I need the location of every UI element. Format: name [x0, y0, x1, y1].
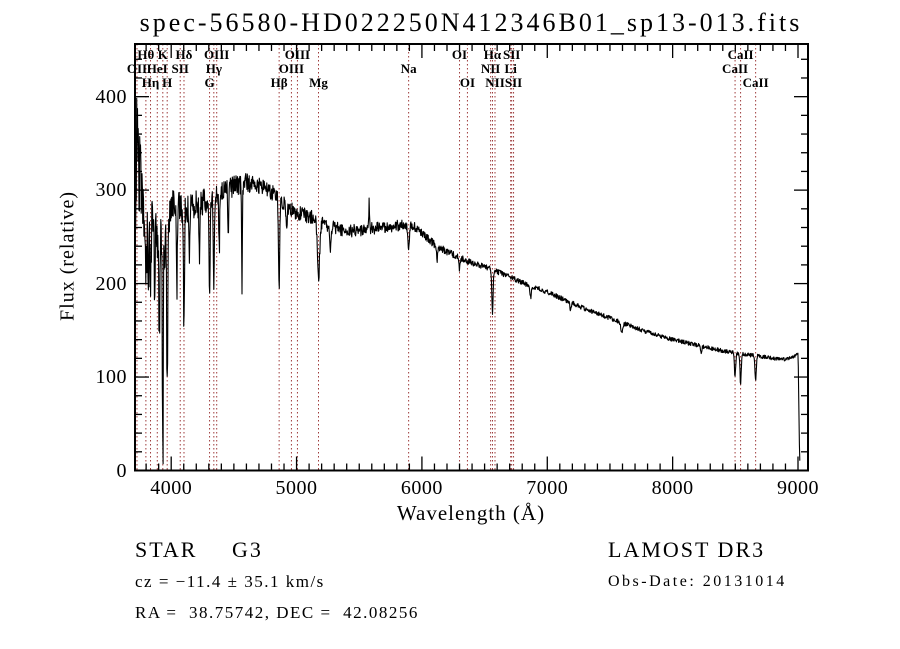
y-tick-label: 0	[116, 459, 127, 482]
line-marker-label: OIII	[284, 47, 311, 62]
spectrum-path	[134, 97, 801, 465]
y-tick-label: 200	[95, 272, 127, 295]
line-marker-label: CaII	[722, 61, 749, 76]
line-marker-label: Hδ	[175, 47, 193, 62]
line-marker-label: NII	[485, 75, 505, 90]
page-title: spec-56580-HD022250N412346B01_sp13-013.f…	[139, 8, 803, 37]
line-marker-label: H	[162, 75, 173, 90]
object-subclass: G3	[232, 537, 263, 562]
line-marker-label: Mg	[309, 75, 328, 90]
y-axis-label: Flux (relative)	[56, 191, 79, 321]
line-marker-label: OI	[451, 47, 468, 62]
line-marker-label: NII	[480, 61, 501, 76]
line-marker-label: Hα	[483, 47, 502, 62]
x-tick-label: 4000	[150, 477, 193, 499]
line-marker-label: CaII	[742, 75, 769, 90]
x-tick-label: 7000	[526, 477, 569, 499]
line-marker-label: Hβ	[270, 75, 288, 90]
line-marker-label: Na	[400, 61, 417, 76]
coordinates-text: RA = 38.75742, DEC = 42.08256	[135, 603, 419, 622]
obs-date-text: Obs-Date: 20131014	[608, 573, 787, 590]
radial-velocity-text: cz = −11.4 ± 35.1 km/s	[135, 572, 325, 591]
x-axis-label: Wavelength (Å)	[396, 501, 546, 525]
line-marker-label: OI	[459, 75, 476, 90]
y-tick-label: 100	[95, 366, 127, 389]
line-marker-label: SII	[504, 75, 523, 90]
x-tick-label: 6000	[400, 477, 443, 499]
line-marker-label: OIII	[278, 61, 305, 76]
line-marker-label: SII	[502, 47, 521, 62]
x-tick-label: 9000	[777, 477, 819, 499]
x-tick-label: 8000	[651, 477, 694, 499]
line-marker-label: OII	[126, 61, 148, 76]
object-class: STAR	[135, 537, 198, 562]
line-marker-label: CaII	[727, 47, 754, 62]
line-marker-label: Hθ	[137, 47, 155, 62]
line-marker-label: Li	[504, 61, 517, 76]
survey-name: LAMOST DR3	[608, 537, 766, 562]
y-tick-label: 400	[95, 85, 127, 108]
line-marker-label: Hη	[141, 75, 160, 90]
line-marker-label: HeI	[146, 61, 168, 76]
y-tick-label: 300	[95, 179, 127, 202]
line-marker-label: K	[157, 47, 168, 62]
x-tick-label: 5000	[275, 477, 318, 499]
plot-frame	[134, 43, 809, 472]
line-marker-label: SII	[171, 61, 189, 76]
line-marker-label: Hγ	[205, 61, 222, 76]
line-marker-label: OIII	[204, 47, 230, 62]
line-marker-label: G	[204, 75, 215, 90]
